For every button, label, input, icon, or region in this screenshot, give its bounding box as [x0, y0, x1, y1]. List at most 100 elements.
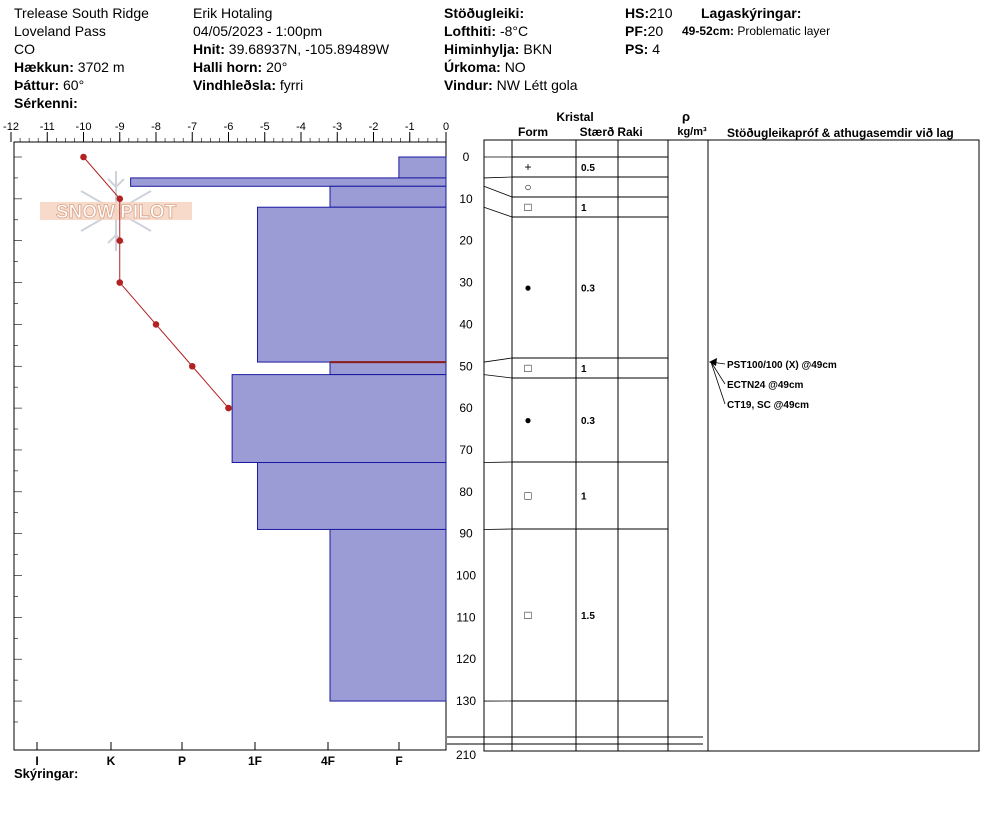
temp-tick-label: -6 — [224, 121, 234, 133]
layer-note-text: Problematic layer — [737, 24, 831, 38]
depth-tick-label: 90 — [459, 527, 473, 541]
temp-tick-label: -4 — [296, 121, 306, 133]
depth-tick-label: 20 — [459, 234, 473, 248]
form-header: Form — [518, 125, 548, 139]
aspect-value: 60° — [63, 77, 85, 93]
depth-connector — [483, 185, 513, 198]
ps: PS: 4 — [625, 40, 660, 58]
temperature-point — [152, 321, 160, 328]
sky-value: BKN — [523, 41, 553, 57]
depth-tick-label: 50 — [459, 359, 473, 373]
crystal-form-symbol: ○ — [524, 180, 531, 194]
crystal-form-symbol: ● — [524, 413, 531, 427]
depth-tick-label: 210 — [456, 748, 476, 762]
temperature-line — [83, 156, 229, 409]
hardness-tick-label: P — [178, 754, 186, 768]
temp-tick-label: 0 — [443, 121, 449, 133]
ps-value: 4 — [652, 41, 661, 57]
crystal-size: 1 — [581, 492, 587, 503]
stability-test-arrow — [710, 361, 726, 385]
wind-label: Vindur: — [444, 77, 493, 93]
datetime: 04/05/2023 - 1:00pm — [193, 23, 323, 39]
temp-tick-label: -12 — [3, 121, 19, 133]
stability-test-result: CT19, SC @49cm — [727, 400, 809, 411]
coords-value: 39.68937N, -105.89489W — [228, 41, 390, 57]
sky-cover: Himinhylja: BKN — [444, 40, 552, 58]
depth-connector — [483, 357, 513, 363]
crystal-form-symbol: + — [524, 160, 531, 174]
table-frame — [483, 139, 980, 752]
stability-arrow-head — [709, 358, 717, 366]
crystal-form-symbol: □ — [524, 361, 531, 375]
aspect-label: Þáttur: — [14, 77, 60, 93]
temperature-point — [116, 195, 124, 203]
wind-loading: Vindhleðsla: fyrri — [193, 76, 303, 94]
crystal-size: 1 — [581, 364, 587, 375]
size-header: Stærð — [580, 125, 615, 139]
temp-tick-label: -7 — [187, 121, 197, 133]
legend-label: Skýringar: — [14, 766, 79, 781]
hardness-layer — [398, 156, 447, 179]
depth-tick-label: 10 — [459, 192, 473, 206]
wind-loading-value: fyrri — [279, 77, 304, 93]
temp-tick-label: -2 — [369, 121, 379, 133]
air-temp: Lofthiti: -8°C — [444, 22, 528, 40]
density-symbol: ρ — [682, 109, 690, 124]
crystal-size: 1 — [581, 203, 587, 214]
hardness-layer — [329, 361, 447, 376]
crystal-form-symbol: □ — [524, 489, 531, 503]
layer-note: 49-52cm: Problematic layer — [682, 22, 830, 40]
state-name: CO — [14, 41, 35, 57]
slope-value: 20° — [266, 59, 288, 75]
temp-tick-label: -10 — [76, 121, 92, 133]
depth-connector — [483, 176, 513, 179]
hardness-tick-label: 4F — [321, 754, 335, 768]
pf-label: PF: — [625, 23, 648, 39]
pf-value: 20 — [647, 23, 664, 39]
hardness-layer — [329, 528, 447, 702]
ps-label: PS: — [625, 41, 649, 57]
depth-connector — [483, 374, 513, 379]
wind: Vindur: NW Létt gola — [444, 76, 578, 94]
depth-tick-label: 110 — [456, 610, 475, 624]
hardness-layer — [130, 177, 447, 187]
coords-label: Hnit: — [193, 41, 225, 57]
temp-tick-label: -9 — [115, 121, 125, 133]
precipitation: Úrkoma: NO — [444, 58, 526, 76]
precip-label: Úrkoma: — [444, 59, 501, 75]
depth-tick-label: 100 — [456, 569, 476, 583]
crystal-form-symbol: □ — [524, 608, 531, 622]
depth-tick-label: 80 — [459, 485, 473, 499]
air-temp-label: Lofthiti: — [444, 23, 497, 39]
temp-tick-label: -5 — [260, 121, 270, 133]
wind-loading-label: Vindhleðsla: — [193, 77, 276, 93]
temp-tick-label: -3 — [332, 121, 342, 133]
elevation-value: 3702 m — [77, 59, 125, 75]
depth-tick-label: 120 — [456, 652, 476, 666]
layer-notes-label: Lagaskýringar: — [701, 5, 802, 21]
wind-value: NW Létt gola — [496, 77, 578, 93]
temperature-point — [116, 237, 124, 244]
depth-tick-label: 30 — [459, 276, 473, 290]
crystal-form-symbol: ● — [524, 281, 531, 295]
crystal-size: 1.5 — [581, 611, 595, 622]
elevation-label: Hækkun: — [14, 59, 74, 75]
moisture-header: Raki — [617, 125, 642, 139]
temperature-point — [188, 362, 196, 370]
crystal-header: Kristal — [556, 110, 593, 124]
hardness-tick-label: K — [107, 754, 116, 768]
density-unit: kg/m³ — [677, 126, 707, 138]
elevation: Hækkun: 3702 m — [14, 58, 125, 76]
location-name: Trelease South Ridge — [14, 5, 149, 21]
depth-tick-label: 40 — [459, 317, 473, 331]
crystal-size: 0.3 — [581, 416, 595, 427]
stability-test-arrow — [710, 361, 726, 405]
temp-tick-label: -1 — [405, 121, 415, 133]
temperature-point — [225, 404, 232, 412]
hs-label: HS: — [625, 5, 650, 21]
slope-label: Halli horn: — [193, 59, 263, 75]
layer-note-range: 49-52cm: — [682, 24, 735, 38]
aspect: Þáttur: 60° — [14, 76, 84, 94]
pf: PF:20 — [625, 22, 663, 40]
hs-value: 210 — [649, 5, 673, 21]
